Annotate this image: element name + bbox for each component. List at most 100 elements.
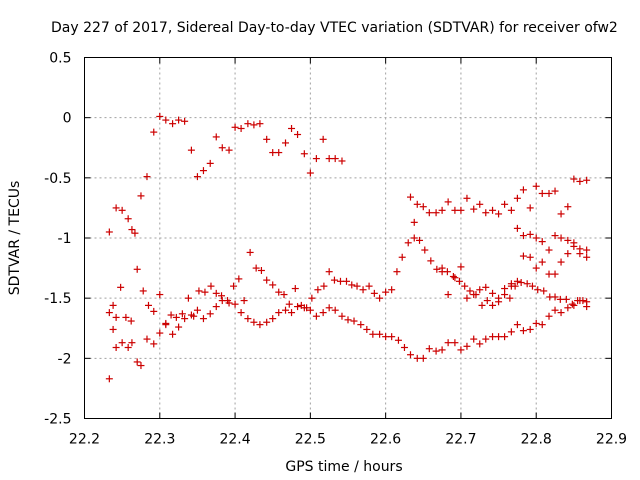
- data-point-arc-3: [190, 312, 198, 320]
- data-point-arc-1: [112, 204, 120, 212]
- data-point-arc-3: [240, 297, 248, 305]
- data-point-arc-4: [501, 200, 509, 208]
- data-point-arc-3: [449, 273, 457, 281]
- data-point-arc-4: [570, 175, 578, 183]
- y-tick-label: -1.5: [44, 291, 71, 307]
- data-point-arc-2: [564, 304, 572, 312]
- data-point-arc-2: [519, 327, 527, 335]
- data-point-arc-3: [410, 234, 418, 242]
- data-point-arc-2: [212, 303, 220, 311]
- data-point-arc-3: [195, 287, 203, 295]
- data-point-arc-3: [421, 246, 429, 254]
- data-point-arc-2: [150, 340, 158, 348]
- data-point-arc-6: [545, 246, 553, 254]
- data-point-arc-3: [275, 288, 283, 296]
- data-point-arc-2: [137, 362, 145, 370]
- data-point-arc-2: [507, 328, 515, 336]
- data-point-arc-3: [382, 288, 390, 296]
- data-point-arc-2: [169, 330, 177, 338]
- data-point-arc-5: [463, 294, 471, 302]
- data-point-arc-2: [199, 315, 207, 323]
- axis-ticks: [84, 57, 612, 419]
- data-point-arc-4: [557, 210, 565, 218]
- data-point-arc-1: [212, 133, 220, 141]
- data-point-arc-1: [206, 159, 214, 167]
- data-point-arc-3: [489, 289, 497, 297]
- x-axis-label: GPS time / hours: [285, 459, 402, 475]
- y-tick-label: 0: [63, 111, 72, 127]
- data-point-arc-1: [263, 135, 271, 143]
- data-point-arc-3: [336, 277, 344, 285]
- data-point-arc-2: [175, 323, 183, 331]
- data-point-arc-2: [269, 315, 277, 323]
- data-point-arc-2: [470, 335, 478, 343]
- data-point-arc-1: [156, 112, 164, 120]
- y-axis-label: SDTVAR / TECUs: [7, 181, 23, 296]
- data-point-arc-4: [507, 206, 515, 214]
- data-point-arc-2: [545, 312, 553, 320]
- data-point-arc-2: [325, 304, 333, 312]
- data-point-arc-2: [425, 345, 433, 353]
- data-point-arc-2: [369, 330, 377, 338]
- data-point-arc-4: [489, 206, 497, 214]
- data-point-arc-4: [470, 205, 478, 213]
- data-point-arc-2: [513, 321, 521, 329]
- x-tick-label: 22.2: [69, 432, 100, 448]
- data-point-arc-5: [564, 250, 572, 258]
- data-point-arc-3: [478, 301, 486, 309]
- data-point-arc-3: [105, 309, 113, 317]
- x-tick-label: 22.5: [295, 432, 326, 448]
- data-point-arc-2: [551, 306, 559, 314]
- data-point-arc-1: [199, 167, 207, 175]
- data-point-arc-3: [466, 287, 474, 295]
- y-tick-label: -2: [58, 351, 72, 367]
- data-point-arc-2: [237, 309, 245, 317]
- data-point-arc-5: [538, 258, 546, 266]
- data-point-arc-3: [320, 282, 328, 290]
- data-point-arc-4: [444, 198, 452, 206]
- data-point-arc-3: [517, 279, 525, 287]
- x-axis-tick-labels: 22.2 22.3 22.4 22.5 22.6 22.7 22.8 22.9: [69, 432, 627, 448]
- data-point-arc-3: [246, 248, 254, 256]
- data-point-arc-3: [583, 303, 591, 311]
- data-point-arc-2: [156, 329, 164, 337]
- x-tick-label: 22.6: [370, 432, 401, 448]
- x-tick-label: 22.7: [445, 432, 476, 448]
- data-point-arc-3: [162, 319, 170, 327]
- data-point-arc-3: [562, 295, 570, 303]
- data-point-arc-1: [128, 226, 136, 234]
- data-point-arc-2: [133, 358, 141, 366]
- data-point-arc-3: [325, 268, 333, 276]
- data-point-arc-3: [144, 301, 152, 309]
- y-tick-label: -1: [58, 231, 72, 247]
- data-point-arc-2: [338, 312, 346, 320]
- data-point-arc-1: [306, 169, 314, 177]
- data-point-arc-1: [300, 150, 308, 158]
- data-point-arc-2: [382, 333, 390, 341]
- y-tick-label: 0.5: [49, 51, 71, 67]
- data-point-arc-1: [338, 157, 346, 165]
- data-point-arc-4: [406, 193, 414, 201]
- data-point-arc-3: [235, 275, 243, 283]
- data-point-arc-2: [376, 330, 384, 338]
- data-point-arc-5: [513, 277, 521, 285]
- data-point-arc-2: [282, 306, 290, 314]
- data-point-arc-3: [263, 276, 271, 284]
- data-point-arc-2: [263, 318, 271, 326]
- x-tick-label: 22.8: [521, 432, 552, 448]
- data-point-arc-6: [570, 239, 578, 247]
- data-point-arc-1: [325, 155, 333, 163]
- data-point-arc-1: [131, 229, 139, 237]
- data-point-arc-1: [218, 144, 226, 152]
- data-point-arc-1: [237, 124, 245, 132]
- data-point-arc-2: [489, 333, 497, 341]
- data-point-arc-2: [501, 333, 509, 341]
- data-point-arc-2: [181, 315, 189, 323]
- data-point-arc-4: [457, 206, 465, 214]
- data-point-arc-2: [206, 310, 214, 318]
- y-axis-tick-labels: 0.5 0 -0.5 -1 -1.5 -2 -2.5: [44, 51, 71, 428]
- data-point-arc-1: [193, 173, 201, 181]
- data-point-arc-4: [513, 194, 521, 202]
- data-point-arc-4: [545, 189, 553, 197]
- data-point-arc-4: [576, 177, 584, 185]
